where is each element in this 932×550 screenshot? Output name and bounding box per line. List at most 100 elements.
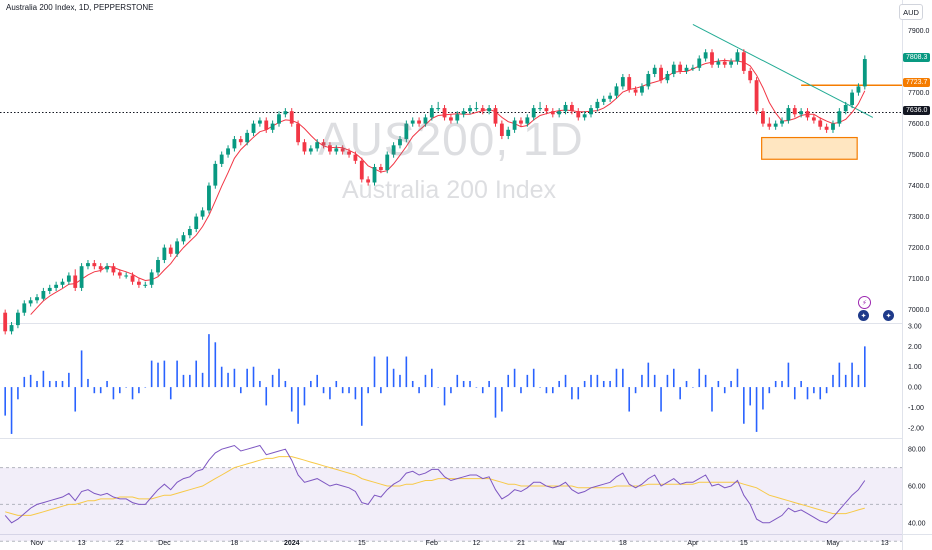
candle-body [296, 123, 301, 143]
histogram-bar [730, 380, 732, 388]
histogram-bar [10, 387, 13, 434]
histogram-bar [577, 387, 580, 400]
candle-body [79, 266, 84, 288]
histogram-bar [679, 387, 681, 400]
candle-body [73, 275, 78, 288]
candle-body [289, 111, 294, 124]
histogram-bar [819, 387, 822, 400]
candle-body [92, 263, 97, 267]
candle-body [22, 303, 27, 313]
histogram-bar [125, 387, 127, 388]
candle-body [35, 297, 39, 301]
candle-body [398, 139, 402, 146]
candle-body [601, 98, 606, 102]
candle-body [799, 111, 804, 115]
candle-body [480, 108, 485, 112]
australia-flag-icon[interactable]: ✦ [858, 310, 869, 321]
rsi-ma-line [5, 456, 865, 516]
histogram-bar [813, 387, 815, 394]
histogram-bar [844, 374, 847, 388]
lightning-icon[interactable]: ⚡ [858, 296, 871, 309]
histogram-bar [615, 368, 618, 388]
candle-body [665, 74, 670, 81]
histogram-bar [195, 360, 198, 388]
candle-body [283, 111, 288, 115]
candle-body [175, 241, 180, 254]
histogram-bar [609, 380, 611, 388]
candle-body [684, 67, 689, 71]
histogram-bar [392, 368, 395, 388]
candle-body [385, 154, 390, 171]
candle-body [41, 291, 46, 299]
histogram-bar [380, 387, 382, 394]
candle-body [620, 77, 625, 87]
candle-body [245, 132, 250, 143]
rsi-tick-label: 40.00 [908, 520, 926, 527]
histogram-bar [762, 387, 764, 410]
candle-body [837, 111, 842, 124]
australia-flag-icon-2[interactable]: ✦ [883, 310, 894, 321]
histogram-bar [36, 380, 38, 388]
candle-body [213, 163, 218, 186]
candle-body [270, 123, 275, 130]
histogram-bar [169, 387, 172, 400]
candle-body [811, 117, 816, 121]
candle-body [735, 52, 740, 62]
candle-body [646, 74, 651, 87]
histogram-bar [851, 362, 853, 388]
currency-button[interactable]: AUD [899, 4, 923, 20]
histogram-bar [749, 387, 751, 406]
histogram-bar [239, 387, 242, 394]
histogram-bar [329, 387, 331, 400]
price-tick-label: 7100.0 [908, 276, 930, 283]
candle-body [729, 61, 734, 65]
histogram-bar [456, 374, 459, 388]
time-tick-label: Feb [426, 540, 438, 547]
histogram-bar [220, 366, 223, 388]
candle-body [544, 108, 549, 112]
histogram-bar [61, 380, 64, 388]
histogram-bar [157, 362, 159, 388]
candle-body [461, 111, 466, 115]
candle-body [429, 108, 434, 118]
oscillator-tick-label: 0.00 [908, 385, 922, 392]
histogram-bar [462, 380, 465, 388]
candle-body [627, 77, 632, 90]
time-tick-label: Nov [31, 540, 44, 547]
candle-body [436, 108, 441, 110]
candle-body [805, 111, 810, 118]
histogram-bar [653, 374, 656, 388]
candle-body [843, 105, 848, 112]
histogram-bar [660, 387, 662, 412]
oscillator-tick-label: 3.00 [908, 324, 922, 331]
histogram-bar [494, 387, 497, 418]
candle-body [690, 67, 695, 69]
candle-body [404, 123, 409, 140]
histogram-bar [259, 380, 261, 388]
candle-body [487, 108, 492, 112]
candle-body [226, 148, 230, 155]
candle-body [219, 154, 224, 164]
histogram-bar [666, 374, 669, 388]
time-tick-label: May [826, 540, 840, 547]
time-tick-label: 22 [116, 540, 124, 547]
histogram-bar [596, 374, 599, 388]
time-tick-label: 2024 [284, 540, 300, 547]
histogram-bar [360, 387, 363, 426]
candle-body [792, 108, 797, 115]
candle-body [640, 86, 644, 93]
candle-body [136, 281, 141, 285]
histogram-bar [723, 387, 726, 394]
histogram-bar [424, 374, 427, 388]
last-price-label: 7808.3 [903, 53, 931, 62]
candle-body [340, 148, 345, 152]
histogram-bar [42, 370, 45, 388]
time-tick-label: Mar [553, 540, 566, 547]
histogram-bar [488, 380, 490, 388]
histogram-bar [303, 387, 306, 406]
candle-body [86, 263, 90, 267]
candle-body [366, 179, 371, 183]
histogram-bar [87, 378, 89, 388]
candle-body [321, 142, 326, 146]
